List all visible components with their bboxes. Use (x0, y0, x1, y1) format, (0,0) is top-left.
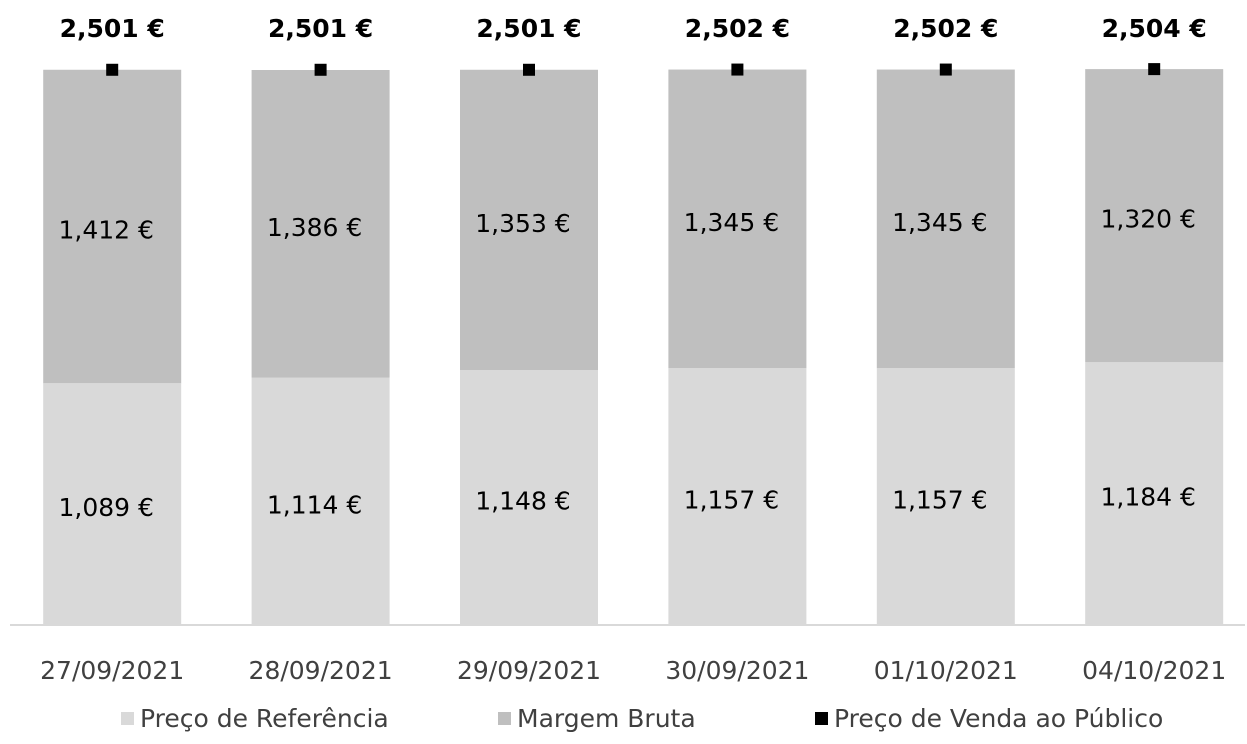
data-label: 2,501 € (60, 14, 165, 43)
data-label: 1,412 € (58, 216, 153, 245)
data-label: 2,502 € (893, 14, 998, 43)
x-tick-label: 04/10/2021 (1082, 656, 1226, 685)
marker (1148, 63, 1161, 76)
data-label: 1,345 € (684, 208, 779, 237)
data-label: 1,353 € (475, 209, 570, 238)
data-label: 1,148 € (475, 487, 570, 516)
data-label: 1,386 € (267, 213, 362, 242)
data-label: 2,501 € (476, 14, 581, 43)
bar-segment (43, 69, 182, 384)
bar-segment (251, 377, 390, 625)
bar-segment (460, 370, 598, 625)
legend-label: Margem Bruta (517, 704, 696, 733)
bar-segment (460, 69, 598, 371)
data-label: 2,502 € (685, 14, 790, 43)
bar-segment (668, 368, 807, 625)
bar-segment (251, 70, 390, 378)
data-label: 2,501 € (268, 14, 373, 43)
bar-segment (1085, 362, 1224, 625)
marker (939, 63, 952, 76)
x-tick-label: 01/10/2021 (874, 656, 1018, 685)
marker (523, 63, 535, 76)
data-label: 1,157 € (892, 486, 987, 515)
data-label: 1,157 € (684, 486, 779, 515)
data-label: 1,114 € (267, 490, 362, 519)
data-label: 1,320 € (1100, 205, 1195, 234)
legend-swatch (815, 712, 828, 725)
data-label: 1,089 € (58, 493, 153, 522)
legend-label: Preço de Venda ao Público (834, 704, 1163, 733)
marker (731, 63, 744, 76)
bar-segment (876, 69, 1015, 369)
x-tick-label: 27/09/2021 (40, 656, 184, 685)
x-tick-label: 28/09/2021 (249, 656, 393, 685)
marker (106, 63, 119, 76)
data-label: 2,504 € (1102, 14, 1207, 43)
bar-segment (876, 368, 1015, 625)
legend-swatch (498, 712, 511, 725)
bar-segment (1085, 69, 1224, 363)
data-label: 1,345 € (892, 208, 987, 237)
legend-label: Preço de Referência (140, 704, 389, 733)
x-tick-label: 29/09/2021 (457, 656, 601, 685)
marker (314, 63, 327, 76)
x-tick-label: 30/09/2021 (665, 656, 809, 685)
legend-swatch (121, 712, 134, 725)
data-label: 1,184 € (1100, 483, 1195, 512)
bar-segment (668, 69, 807, 369)
bar-segment (43, 383, 182, 625)
